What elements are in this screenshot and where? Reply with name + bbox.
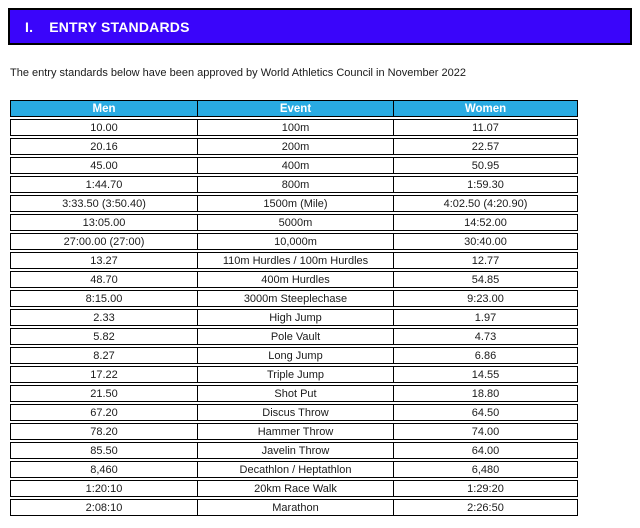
standard-men-cell: 27:00.00 (27:00) <box>10 233 197 250</box>
event-name-cell: Decathlon / Heptathlon <box>197 461 393 478</box>
event-name-cell: 10,000m <box>197 233 393 250</box>
table-row: 78.20 Hammer Throw 74.00 <box>10 423 578 440</box>
table-row: 21.50 Shot Put 18.80 <box>10 385 578 402</box>
standard-women-cell: 64.50 <box>393 404 578 421</box>
event-name-cell: 200m <box>197 138 393 155</box>
standard-women-cell: 30:40.00 <box>393 233 578 250</box>
standard-men-cell: 13.27 <box>10 252 197 269</box>
event-name-cell: Long Jump <box>197 347 393 364</box>
table-row: 13.27 110m Hurdles / 100m Hurdles 12.77 <box>10 252 578 269</box>
table-row: 20.16 200m 22.57 <box>10 138 578 155</box>
standard-men-cell: 2.33 <box>10 309 197 326</box>
standard-men-cell: 3:33.50 (3:50.40) <box>10 195 197 212</box>
standard-men-cell: 78.20 <box>10 423 197 440</box>
standard-women-cell: 1.97 <box>393 309 578 326</box>
standard-women-cell: 1:59.30 <box>393 176 578 193</box>
event-name-cell: Pole Vault <box>197 328 393 345</box>
standard-women-cell: 6,480 <box>393 461 578 478</box>
standard-women-cell: 74.00 <box>393 423 578 440</box>
standard-women-cell: 14:52.00 <box>393 214 578 231</box>
event-name-cell: Triple Jump <box>197 366 393 383</box>
event-name-cell: 400m <box>197 157 393 174</box>
table-row: 2:08:10 Marathon 2:26:50 <box>10 499 578 516</box>
standard-men-cell: 17.22 <box>10 366 197 383</box>
intro-paragraph: The entry standards below have been appr… <box>10 67 466 79</box>
event-name-cell: 5000m <box>197 214 393 231</box>
table-row: 10.00 100m 11.07 <box>10 119 578 136</box>
event-name-cell: 400m Hurdles <box>197 271 393 288</box>
standard-men-cell: 5.82 <box>10 328 197 345</box>
table-row: 2.33 High Jump 1.97 <box>10 309 578 326</box>
standard-women-cell: 18.80 <box>393 385 578 402</box>
standard-men-cell: 10.00 <box>10 119 197 136</box>
standard-men-cell: 1:44.70 <box>10 176 197 193</box>
event-name-cell: 800m <box>197 176 393 193</box>
event-name-cell: Shot Put <box>197 385 393 402</box>
column-header-event: Event <box>197 100 393 117</box>
table-row: 8:15.00 3000m Steeplechase 9:23.00 <box>10 290 578 307</box>
standard-men-cell: 1:20:10 <box>10 480 197 497</box>
standard-men-cell: 13:05.00 <box>10 214 197 231</box>
standard-men-cell: 20.16 <box>10 138 197 155</box>
event-name-cell: Marathon <box>197 499 393 516</box>
table-row: 17.22 Triple Jump 14.55 <box>10 366 578 383</box>
event-name-cell: Discus Throw <box>197 404 393 421</box>
standard-men-cell: 21.50 <box>10 385 197 402</box>
standard-women-cell: 22.57 <box>393 138 578 155</box>
standard-women-cell: 11.07 <box>393 119 578 136</box>
event-name-cell: 1500m (Mile) <box>197 195 393 212</box>
standard-women-cell: 4:02.50 (4:20.90) <box>393 195 578 212</box>
section-number: I. <box>25 18 34 35</box>
table-row: 8,460 Decathlon / Heptathlon 6,480 <box>10 461 578 478</box>
event-name-cell: 20km Race Walk <box>197 480 393 497</box>
standard-women-cell: 9:23.00 <box>393 290 578 307</box>
standard-women-cell: 12.77 <box>393 252 578 269</box>
standard-men-cell: 2:08:10 <box>10 499 197 516</box>
table-header-row: Men Event Women <box>10 100 578 117</box>
column-header-men: Men <box>10 100 197 117</box>
standard-women-cell: 14.55 <box>393 366 578 383</box>
event-name-cell: 100m <box>197 119 393 136</box>
standard-men-cell: 8,460 <box>10 461 197 478</box>
event-name-cell: Javelin Throw <box>197 442 393 459</box>
table-row: 1:20:10 20km Race Walk 1:29:20 <box>10 480 578 497</box>
table-row: 27:00.00 (27:00) 10,000m 30:40.00 <box>10 233 578 250</box>
standard-men-cell: 67.20 <box>10 404 197 421</box>
standard-men-cell: 8:15.00 <box>10 290 197 307</box>
event-name-cell: Hammer Throw <box>197 423 393 440</box>
table-row: 3:33.50 (3:50.40) 1500m (Mile) 4:02.50 (… <box>10 195 578 212</box>
standard-women-cell: 6.86 <box>393 347 578 364</box>
standard-men-cell: 45.00 <box>10 157 197 174</box>
event-name-cell: High Jump <box>197 309 393 326</box>
table-row: 85.50 Javelin Throw 64.00 <box>10 442 578 459</box>
table-row: 45.00 400m 50.95 <box>10 157 578 174</box>
standard-women-cell: 2:26:50 <box>393 499 578 516</box>
table-row: 48.70 400m Hurdles 54.85 <box>10 271 578 288</box>
standard-men-cell: 48.70 <box>10 271 197 288</box>
standard-women-cell: 50.95 <box>393 157 578 174</box>
section-header-banner: I. ENTRY STANDARDS <box>8 8 632 45</box>
event-name-cell: 110m Hurdles / 100m Hurdles <box>197 252 393 269</box>
entry-standards-table: Men Event Women 10.00 100m 11.07 20.16 2… <box>10 98 578 518</box>
table-row: 8.27 Long Jump 6.86 <box>10 347 578 364</box>
table-body: 10.00 100m 11.07 20.16 200m 22.57 45.00 … <box>10 119 578 516</box>
table-row: 5.82 Pole Vault 4.73 <box>10 328 578 345</box>
table-row: 1:44.70 800m 1:59.30 <box>10 176 578 193</box>
event-name-cell: 3000m Steeplechase <box>197 290 393 307</box>
standard-men-cell: 85.50 <box>10 442 197 459</box>
table-row: 13:05.00 5000m 14:52.00 <box>10 214 578 231</box>
standard-women-cell: 4.73 <box>393 328 578 345</box>
standard-women-cell: 1:29:20 <box>393 480 578 497</box>
column-header-women: Women <box>393 100 578 117</box>
standard-men-cell: 8.27 <box>10 347 197 364</box>
table-row: 67.20 Discus Throw 64.50 <box>10 404 578 421</box>
standard-women-cell: 64.00 <box>393 442 578 459</box>
standard-women-cell: 54.85 <box>393 271 578 288</box>
section-title: ENTRY STANDARDS <box>49 18 190 35</box>
